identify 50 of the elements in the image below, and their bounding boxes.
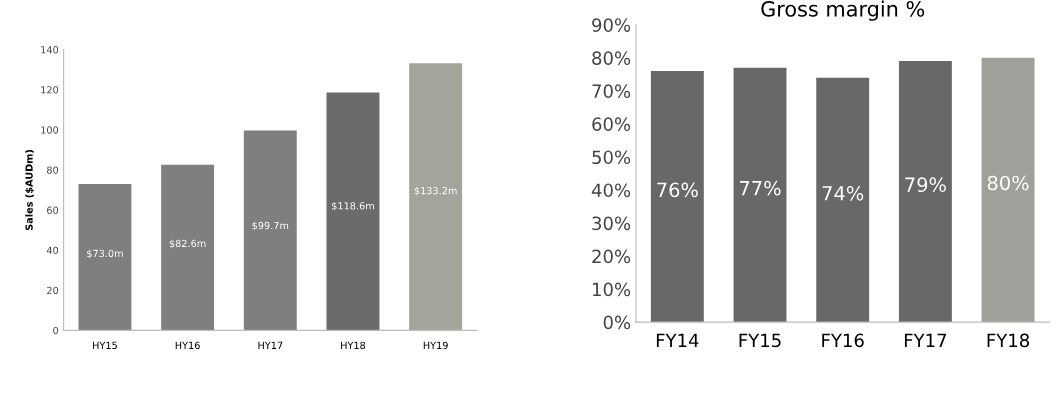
data-label: 77%	[740, 180, 781, 196]
y-tick-label: 30%	[592, 216, 631, 231]
y-tick-label: 0%	[603, 315, 631, 330]
bar	[409, 63, 463, 331]
bar	[326, 92, 380, 331]
chart-title: Gross margin %	[761, 0, 925, 21]
y-tick-label: 80	[47, 166, 59, 174]
bar	[78, 183, 132, 331]
data-label: $73.0m	[87, 249, 123, 259]
bar	[816, 77, 870, 323]
y-tick-label: 20%	[592, 249, 631, 264]
x-tick-label: HY17	[258, 341, 283, 349]
y-tick-label: 120	[41, 86, 59, 94]
y-tick-label: 140	[41, 46, 59, 54]
x-tick-label: HY19	[423, 341, 448, 350]
x-tick-label: FY18	[987, 333, 1030, 348]
data-label: 76%	[657, 182, 698, 198]
y-tick-label: 60	[47, 206, 59, 214]
y-tick-label: 60%	[592, 117, 631, 132]
x-tick-label: FY15	[739, 333, 781, 348]
bar	[161, 164, 215, 331]
data-label: 79%	[905, 177, 946, 193]
x-tick-label: FY14	[656, 333, 699, 347]
bar	[981, 57, 1035, 323]
data-label: $82.6m	[169, 239, 206, 249]
y-axis-title: Sales ($AUDm)	[25, 150, 35, 231]
data-label: 80%	[987, 175, 1029, 191]
data-label: 74%	[822, 185, 864, 201]
y-tick-label: 20	[47, 286, 59, 295]
y-tick-label: 100	[41, 126, 59, 134]
y-tick-label: 80%	[592, 51, 631, 65]
y-tick-label: 40	[46, 246, 59, 254]
bar	[898, 61, 952, 323]
y-tick-label: 10%	[592, 282, 631, 297]
y-tick-label: 50%	[592, 150, 631, 165]
x-tick-label: FY17	[904, 333, 947, 347]
y-tick-label: 40%	[591, 183, 631, 198]
y-tick-label: 0	[53, 326, 59, 335]
bar	[243, 130, 297, 331]
bar	[650, 71, 704, 323]
x-tick-label: HY15	[93, 341, 117, 350]
x-tick-label: FY16	[822, 333, 864, 348]
y-tick-label: 70%	[592, 84, 631, 98]
data-label: $99.7m	[252, 221, 289, 231]
y-tick-label: 90%	[592, 18, 631, 32]
x-tick-label: HY18	[341, 341, 366, 350]
data-label: $118.6m	[332, 201, 374, 211]
data-label: $133.2m	[414, 186, 457, 196]
bar	[733, 67, 787, 323]
x-tick-label: HY16	[175, 341, 200, 350]
